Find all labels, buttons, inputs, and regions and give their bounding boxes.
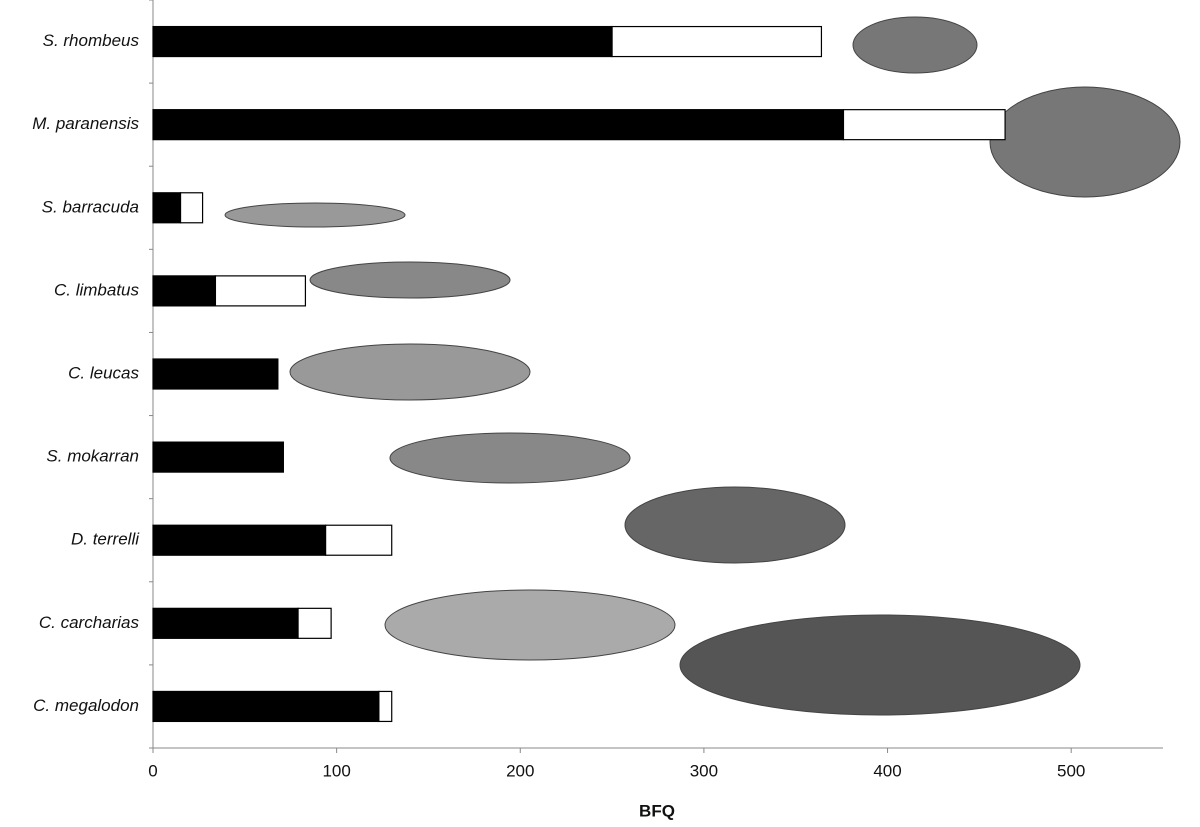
y-tick-label: C. leucas — [68, 363, 139, 382]
y-tick-label: C. megalodon — [33, 696, 139, 715]
bar-segment — [152, 109, 845, 141]
bar-segment — [152, 690, 380, 723]
y-tick-label: M. paranensis — [32, 114, 139, 133]
x-tick-label: 100 — [322, 761, 350, 780]
bar-segment — [152, 441, 284, 473]
bar-segment — [152, 524, 327, 556]
fish-illustration — [624, 486, 846, 564]
y-tick-label: S. barracuda — [42, 197, 139, 216]
x-tick-label: 300 — [690, 761, 718, 780]
fish-illustration — [289, 343, 531, 401]
fish-illustration — [679, 614, 1081, 716]
fish-illustration — [852, 16, 978, 74]
bar-segment — [325, 524, 393, 556]
fish-illustration — [389, 432, 631, 484]
bar-segment — [152, 358, 279, 390]
x-tick-label: 500 — [1057, 761, 1085, 780]
y-tick-label: C. carcharias — [39, 613, 140, 632]
y-tick-label: S. rhombeus — [43, 31, 140, 50]
y-tick-label: S. mokarran — [46, 447, 139, 466]
bar-segment — [152, 275, 217, 307]
x-axis-label: BFQ — [639, 801, 675, 820]
y-tick-label: D. terrelli — [71, 530, 140, 549]
bar-segment — [152, 192, 182, 224]
x-tick-label: 0 — [148, 761, 157, 780]
fish-illustration — [309, 261, 511, 299]
bar-segment — [378, 690, 393, 723]
y-tick-label: C. limbatus — [54, 280, 140, 299]
bar-segment — [611, 25, 823, 58]
fish-illustration — [224, 202, 406, 228]
bar-segment — [842, 109, 1006, 141]
x-tick-label: 200 — [506, 761, 534, 780]
x-tick-label: 400 — [873, 761, 901, 780]
bar-segment — [297, 607, 332, 639]
fish-illustrations — [224, 16, 1181, 716]
bar-segment — [179, 192, 204, 224]
bar-segment — [214, 275, 307, 307]
fish-illustration — [989, 86, 1181, 198]
bar-segment — [152, 607, 299, 639]
fish-illustration — [384, 589, 676, 661]
bar-segment — [152, 25, 613, 58]
